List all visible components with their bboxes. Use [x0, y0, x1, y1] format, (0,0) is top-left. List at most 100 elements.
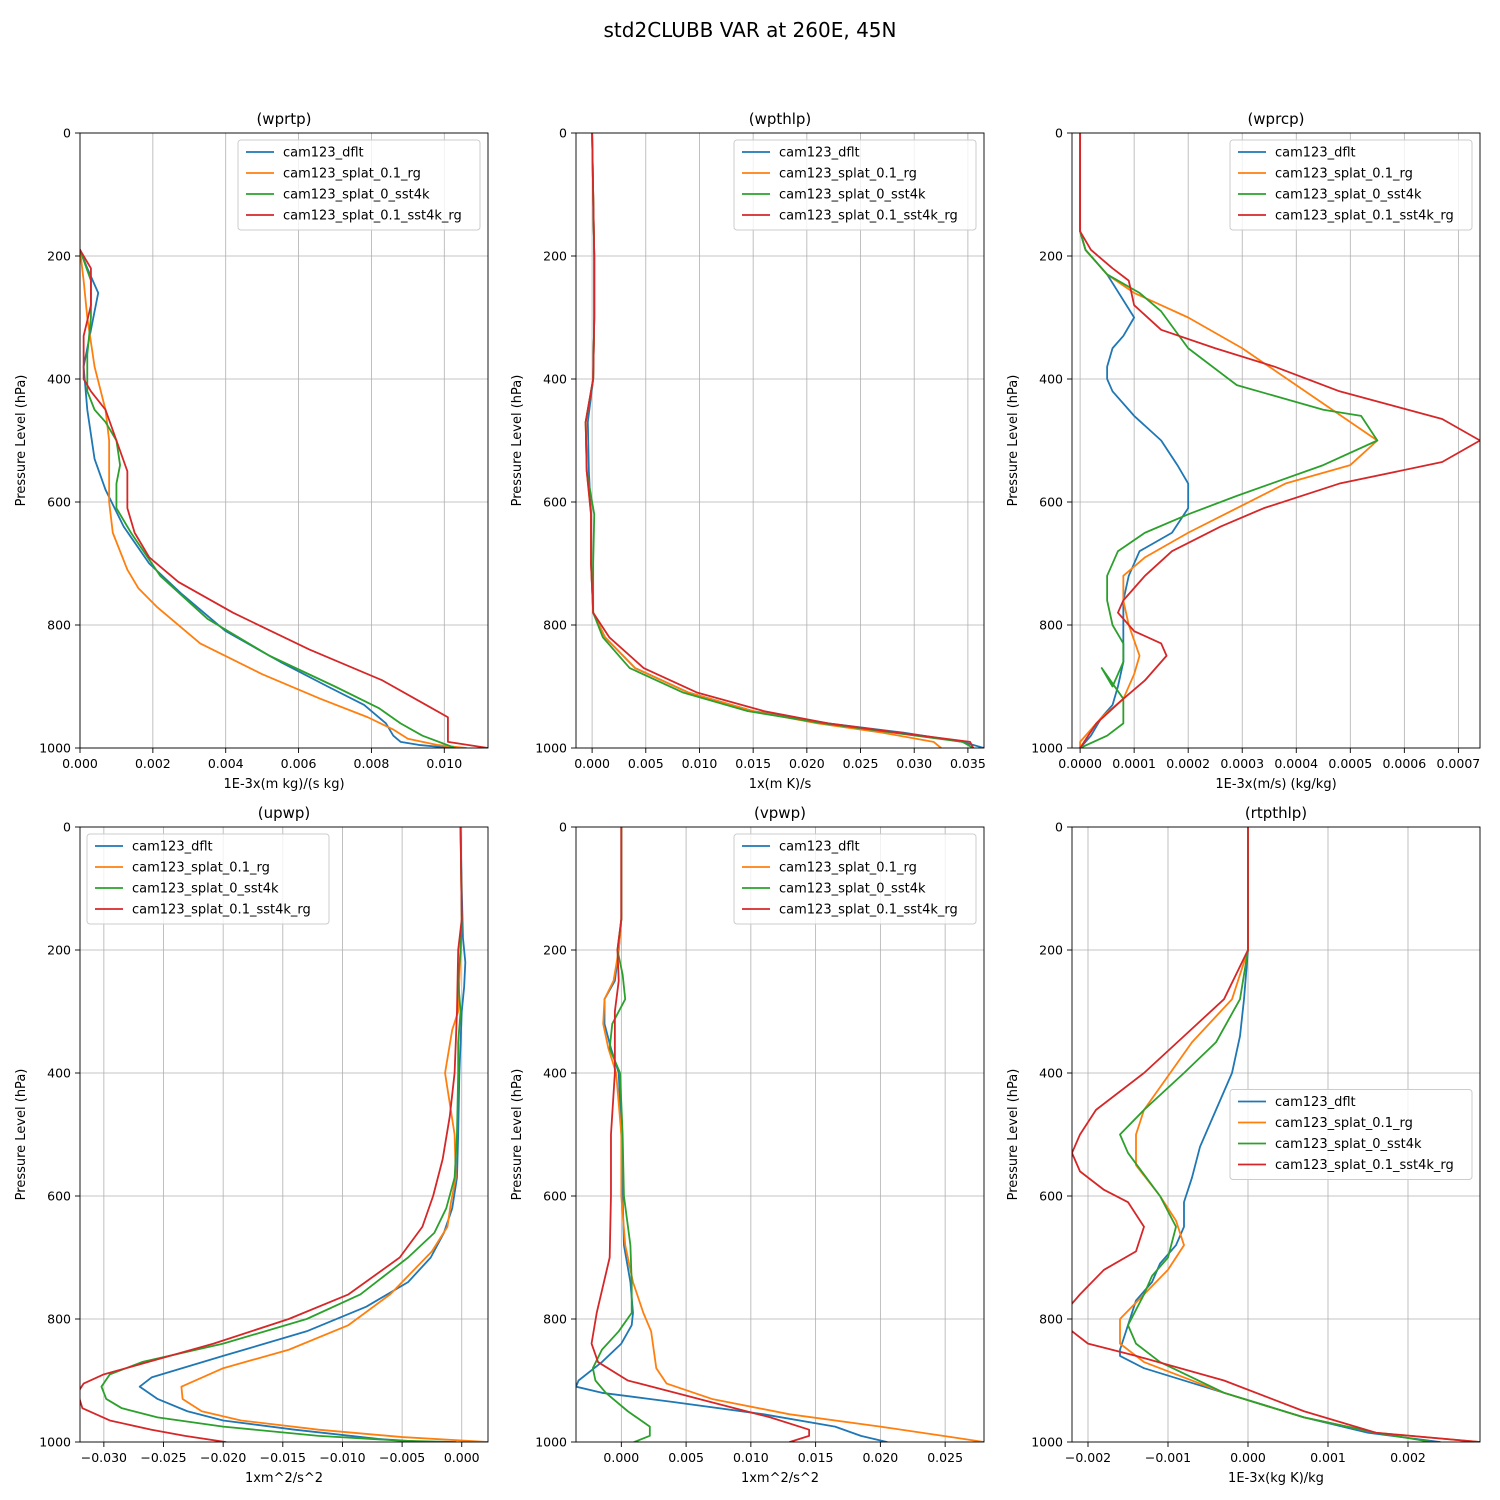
y-tick-label: 800: [1039, 618, 1063, 633]
y-tick-label: 400: [1039, 1066, 1063, 1081]
legend-label-cam123-splat-0-sst4k: cam123_splat_0_sst4k: [283, 188, 430, 203]
x-tick-label: −0.001: [1145, 1450, 1191, 1465]
x-tick-label: 0.035: [950, 756, 986, 771]
x-tick-label: 0.0004: [1274, 756, 1318, 771]
x-tick-label: 0.005: [668, 1450, 704, 1465]
legend-label-cam123-splat-0-sst4k: cam123_splat_0_sst4k: [132, 882, 279, 897]
series-group: [80, 248, 488, 748]
y-tick-label: 1000: [39, 741, 71, 756]
series-line-cam123-splat-0-1-rg: [602, 827, 984, 1442]
x-tick-label: 0.020: [862, 1450, 898, 1465]
series-line-cam123-splat-0-1-sst4k-rg: [1079, 133, 1480, 748]
x-tick-label: 0.002: [1390, 1450, 1426, 1465]
x-tick-label: 0.001: [1310, 1450, 1346, 1465]
y-tick-label: 0: [559, 126, 567, 141]
series-group: [1079, 133, 1480, 748]
y-tick-label: 1000: [535, 741, 567, 756]
figure-suptitle: std2CLUBB VAR at 260E, 45N: [604, 18, 897, 42]
x-tick-label: 0.000: [603, 1450, 639, 1465]
panels-container: 0.000 0.002 0.004 0.006 0.008 0.010 0 200 400 600…: [14, 110, 1481, 1486]
series-line-cam123-splat-0-1-rg: [80, 248, 468, 748]
series-group: [80, 827, 488, 1442]
legend-label-cam123-splat-0-1-sst4k-rg: cam123_splat_0.1_sst4k_rg: [1275, 209, 1454, 224]
legend-frame: [1229, 1089, 1473, 1180]
legend-label-cam123-splat-0-sst4k: cam123_splat_0_sst4k: [779, 882, 926, 897]
x-tick-label: 0.010: [733, 1450, 769, 1465]
y-tick-label: 0: [63, 126, 71, 141]
legend-label-cam123-splat-0-1-rg: cam123_splat_0.1_rg: [1275, 167, 1413, 182]
legend-label-cam123-splat-0-1-rg: cam123_splat_0.1_rg: [779, 861, 917, 876]
y-tick-label: 800: [543, 1312, 567, 1327]
series-line-cam123-dflt: [138, 827, 467, 1442]
y-tick-label: 600: [47, 495, 71, 510]
x-tick-label: 0.008: [354, 756, 390, 771]
y-tick-label: 0: [559, 820, 567, 835]
y-tick-label: 600: [543, 1189, 567, 1204]
legend-label-cam123-splat-0-sst4k: cam123_splat_0_sst4k: [1275, 188, 1422, 203]
y-tick-label: 800: [47, 618, 71, 633]
legend-label-cam123-dflt: cam123_dflt: [1275, 146, 1356, 161]
x-tick-label: 0.000: [62, 756, 98, 771]
x-tick-label: 0.0001: [1112, 756, 1156, 771]
panel-upwp: −0.030 −0.025 −0.020 −0.015 −0.010 −0.005 0.00…: [14, 804, 489, 1486]
series-line-cam123-splat-0-sst4k: [591, 827, 651, 1442]
legend-label-cam123-splat-0-1-sst4k-rg: cam123_splat_0.1_sst4k_rg: [779, 209, 958, 224]
y-tick-label: 400: [47, 372, 71, 387]
y-tick-label: 200: [47, 249, 71, 264]
y-tick-label: 400: [543, 1066, 567, 1081]
x-tick-label: 0.025: [843, 756, 879, 771]
series-line-cam123-splat-0-sst4k: [100, 827, 463, 1442]
legend: cam123_dflt cam123_splat_0.1_rg cam123_spl…: [733, 833, 977, 925]
series-line-cam123-splat-0-sst4k: [80, 248, 457, 748]
series-line-cam123-splat-0-1-sst4k-rg: [590, 827, 811, 1442]
x-tick-label: 0.002: [135, 756, 171, 771]
x-tick-label: 0.0003: [1220, 756, 1264, 771]
legend-label-cam123-splat-0-1-sst4k-rg: cam123_splat_0.1_sst4k_rg: [132, 903, 311, 918]
x-tick-label: −0.005: [379, 1450, 425, 1465]
panel-wprcp: 0.0000 0.0001 0.0002 0.0003 0.0004 0.0005 0.00…: [1006, 110, 1481, 792]
series-line-cam123-splat-0-sst4k: [1079, 133, 1379, 748]
legend-label-cam123-splat-0-sst4k: cam123_splat_0_sst4k: [1275, 1137, 1422, 1152]
y-tick-label: 1000: [39, 1435, 71, 1450]
panel-title: (vpwp): [754, 804, 806, 822]
legend: cam123_dflt cam123_splat_0.1_rg cam123_spl…: [237, 139, 481, 231]
x-tick-label: −0.015: [260, 1450, 306, 1465]
x-axis-label: 1E-3x(m kg)/(s kg): [223, 777, 344, 792]
x-tick-label: 0.010: [426, 756, 462, 771]
x-tick-label: 0.025: [927, 1450, 963, 1465]
legend-label-cam123-splat-0-1-rg: cam123_splat_0.1_rg: [1275, 1116, 1413, 1131]
legend-label-cam123-dflt: cam123_dflt: [132, 840, 213, 855]
y-tick-label: 400: [1039, 372, 1063, 387]
y-tick-label: 600: [1039, 1189, 1063, 1204]
y-tick-label: 400: [543, 372, 567, 387]
panel-title: (wpthlp): [749, 110, 812, 128]
x-tick-label: 0.0000: [1058, 756, 1102, 771]
legend-label-cam123-dflt: cam123_dflt: [779, 840, 860, 855]
x-tick-label: 0.015: [798, 1450, 834, 1465]
legend-frame: [1229, 139, 1473, 231]
panel-vpwp: 0.000 0.005 0.010 0.015 0.020 0.025 0 200 400 600…: [510, 804, 985, 1486]
x-tick-label: 0.010: [682, 756, 718, 771]
x-tick-label: −0.002: [1065, 1450, 1111, 1465]
legend: cam123_dflt cam123_splat_0.1_rg cam123_spl…: [1229, 139, 1473, 231]
series-line-cam123-splat-0-1-sst4k-rg: [80, 827, 463, 1442]
y-tick-label: 800: [543, 618, 567, 633]
legend-label-cam123-splat-0-sst4k: cam123_splat_0_sst4k: [779, 188, 926, 203]
y-tick-label: 200: [47, 943, 71, 958]
x-axis-label: 1x(m K)/s: [749, 777, 812, 792]
panel-title: (wprtp): [256, 110, 311, 128]
x-tick-label: 0.005: [628, 756, 664, 771]
x-tick-label: −0.025: [140, 1450, 186, 1465]
axes-frame: [79, 132, 489, 749]
y-tick-label: 400: [47, 1066, 71, 1081]
legend: cam123_dflt cam123_splat_0.1_rg cam123_spl…: [1229, 1089, 1473, 1180]
series-line-cam123-splat-0-1-sst4k-rg: [584, 133, 975, 748]
x-tick-label: 0.020: [789, 756, 825, 771]
x-tick-label: 0.0006: [1382, 756, 1426, 771]
y-axis-label: Pressure Level (hPa): [14, 1069, 29, 1201]
series-group: [1072, 827, 1480, 1442]
y-tick-label: 200: [543, 943, 567, 958]
y-tick-label: 600: [1039, 495, 1063, 510]
series-line-cam123-splat-0-1-rg: [1079, 133, 1379, 748]
